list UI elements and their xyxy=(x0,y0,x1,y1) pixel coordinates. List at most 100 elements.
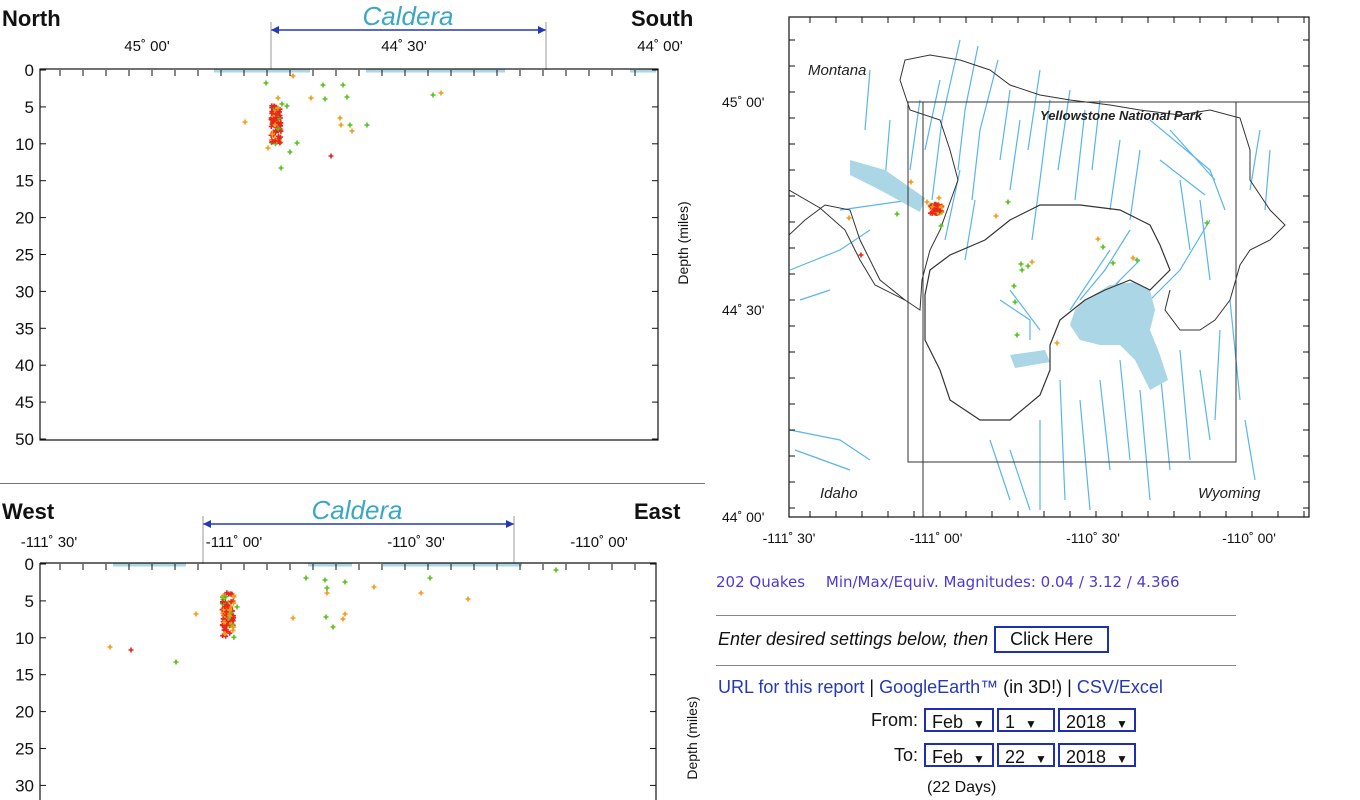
from-day-select[interactable]: 1 ▼ xyxy=(997,708,1055,732)
we-section-chart: West East Caldera -111˚ 30' -111˚ 00' -1… xyxy=(2,495,700,800)
map-lat-tick-3: 44˚ 00' xyxy=(722,509,764,525)
depth-tick-label: 25 xyxy=(15,246,34,265)
csv-excel-link[interactable]: CSV/Excel xyxy=(1076,677,1163,697)
quake-point xyxy=(342,611,348,617)
click-here-button[interactable]: Click Here xyxy=(994,626,1110,653)
depth-tick-label: 10 xyxy=(15,135,34,154)
quake-point xyxy=(908,179,914,185)
google-earth-link[interactable]: GoogleEarth™ xyxy=(879,677,999,697)
url-report-link[interactable]: URL for this report xyxy=(718,677,865,697)
quake-point xyxy=(269,131,275,137)
quake-point xyxy=(263,80,269,86)
in-3d-text: (in 3D!) | xyxy=(998,677,1077,697)
to-month-select[interactable]: Feb ▼ xyxy=(924,743,994,767)
from-label: From: xyxy=(871,709,918,730)
map-label-park: Yellowstone National Park xyxy=(1040,108,1203,123)
chevron-down-icon: ▼ xyxy=(1116,752,1128,766)
map-lat-tick-2: 44˚ 30' xyxy=(722,302,764,318)
depth-tick-label: 20 xyxy=(15,703,34,722)
map-lon-tick-3: -110˚ 30' xyxy=(1066,530,1120,546)
quake-point xyxy=(265,145,271,151)
quake-point xyxy=(1134,257,1140,263)
map-lon-tick-4: -110˚ 00' xyxy=(1222,530,1276,546)
quake-point xyxy=(858,252,864,258)
quake-point xyxy=(938,223,944,229)
quake-stats: 202 Quakes Min/Max/Equiv. Magnitudes: 0.… xyxy=(716,573,1196,591)
quake-point xyxy=(173,659,179,665)
chevron-down-icon: ▼ xyxy=(973,717,985,731)
quake-point xyxy=(271,103,277,109)
ns-axis-ticks: 0 5 10 15 20 25 30 35 40 45 50 xyxy=(15,61,658,449)
depth-tick-label: 30 xyxy=(15,282,34,301)
map-label-idaho: Idaho xyxy=(820,485,858,502)
quake-point xyxy=(337,115,343,121)
depth-tick-label: 0 xyxy=(25,61,34,80)
quake-point xyxy=(227,607,233,613)
quake-point xyxy=(242,119,248,125)
ns-axis-label: Depth (miles) xyxy=(675,201,691,284)
quake-point xyxy=(1014,332,1020,338)
to-day-select[interactable]: 22 ▼ xyxy=(997,743,1055,767)
map-lon-tick-1: -111˚ 30' xyxy=(763,530,816,546)
depth-tick-label: 50 xyxy=(15,430,34,449)
quake-point xyxy=(277,140,283,146)
depth-tick-label: 45 xyxy=(15,393,34,412)
quake-point xyxy=(279,101,285,107)
quake-point xyxy=(223,609,229,615)
quake-point xyxy=(275,120,281,126)
we-top-tick-4: -110˚ 00' xyxy=(570,534,628,551)
settings-prompt-row: Enter desired settings below, then Click… xyxy=(718,626,1110,653)
divider-top xyxy=(716,615,1236,616)
quake-point xyxy=(290,615,296,621)
quake-point xyxy=(927,210,933,216)
chevron-down-icon: ▼ xyxy=(1116,717,1128,731)
quake-point xyxy=(271,116,277,122)
from-year-select[interactable]: 2018 ▼ xyxy=(1058,708,1136,732)
to-year-select[interactable]: 2018 ▼ xyxy=(1058,743,1136,767)
we-right-word: East xyxy=(634,499,681,524)
depth-tick-label: 40 xyxy=(15,356,34,375)
quake-point xyxy=(1130,255,1136,261)
from-month-select[interactable]: Feb ▼ xyxy=(924,708,994,732)
quake-point xyxy=(1005,199,1011,205)
quake-point xyxy=(894,211,900,217)
we-caldera-label: Caldera xyxy=(311,495,402,525)
quake-point xyxy=(275,105,281,111)
quake-point xyxy=(1012,299,1018,305)
quake-point xyxy=(1100,244,1106,250)
we-axis-ticks: 0 5 10 15 20 25 30 xyxy=(15,555,656,795)
map-label-wyoming: Wyoming xyxy=(1198,485,1261,502)
quake-point xyxy=(935,202,941,208)
quake-point xyxy=(324,585,330,591)
divider-bottom xyxy=(716,665,1236,666)
quake-count: 202 Quakes xyxy=(716,573,806,591)
quake-point xyxy=(269,110,275,116)
chevron-down-icon: ▼ xyxy=(973,752,985,766)
quake-point xyxy=(222,631,228,637)
map-quake-points xyxy=(846,179,1210,346)
quake-point xyxy=(303,575,309,581)
quake-point xyxy=(930,204,936,210)
quake-point xyxy=(272,138,278,144)
quake-point xyxy=(1025,263,1031,269)
map-label-montana: Montana xyxy=(808,62,866,79)
chevron-down-icon: ▼ xyxy=(1025,717,1037,731)
we-axis-label: Depth (miles) xyxy=(684,696,700,779)
quake-point xyxy=(294,140,300,146)
quake-point xyxy=(221,619,227,625)
ns-top-tick-1: 45˚ 00' xyxy=(124,38,170,55)
quake-point xyxy=(193,611,199,617)
day-count: (22 Days) xyxy=(927,779,997,796)
map-lon-tick-2: -111˚ 00' xyxy=(910,530,963,546)
from-date-row: From: Feb ▼ 1 ▼ 2018 ▼ xyxy=(858,708,1139,732)
lakes xyxy=(850,160,1168,390)
quake-point xyxy=(323,614,329,620)
quake-point xyxy=(418,590,424,596)
quake-point xyxy=(322,96,328,102)
depth-tick-label: 35 xyxy=(15,319,34,338)
quake-point xyxy=(430,92,436,98)
depth-tick-label: 30 xyxy=(15,776,34,795)
quake-point xyxy=(128,647,134,653)
we-top-tick-2: -111˚ 00' xyxy=(206,534,263,551)
quake-point xyxy=(270,139,276,145)
